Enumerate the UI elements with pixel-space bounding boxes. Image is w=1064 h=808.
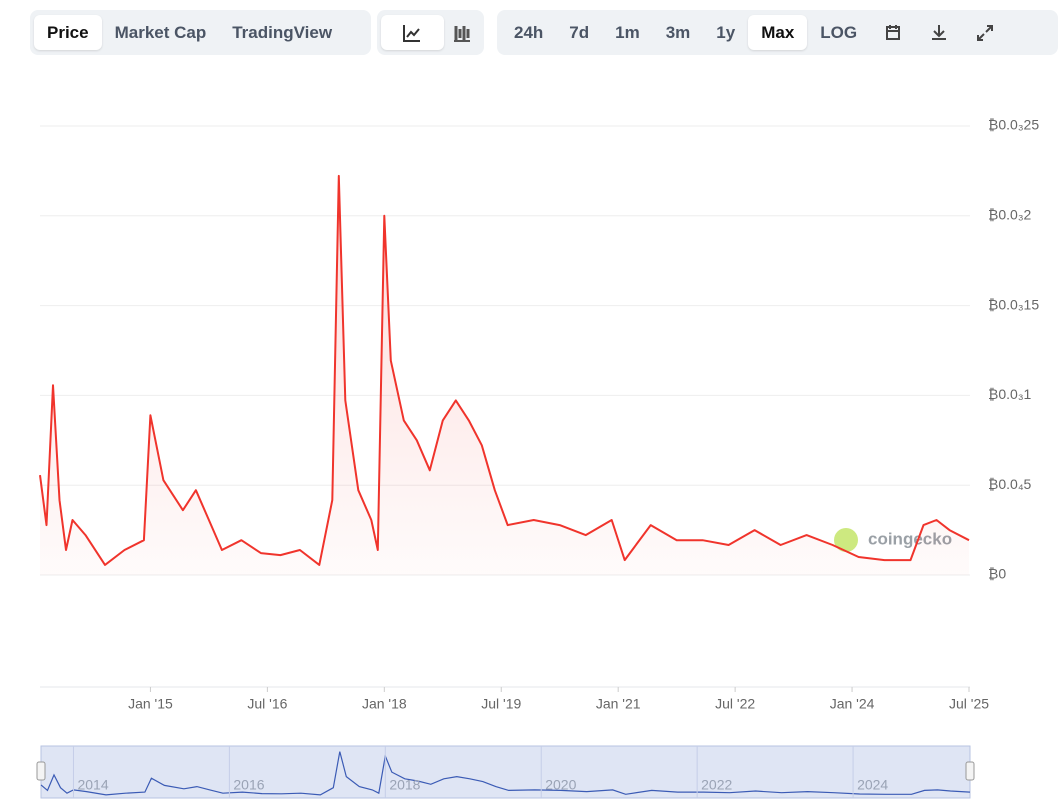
view-tabs: Price Market Cap TradingView xyxy=(30,10,371,55)
x-tick-label: Jul '22 xyxy=(715,696,755,712)
toolbar-icon[interactable] xyxy=(870,15,916,50)
x-tick-label: Jan '24 xyxy=(830,696,875,712)
navigator-label: 2020 xyxy=(545,777,576,793)
x-tick-label: Jan '15 xyxy=(128,696,173,712)
range-tab[interactable]: Max xyxy=(748,15,808,50)
range-tab[interactable]: 24h xyxy=(514,22,544,42)
navigator-label: 2016 xyxy=(233,777,264,793)
price-line xyxy=(39,174,970,566)
navigator xyxy=(40,745,971,799)
y-tick-label: ₿0.0₃25 xyxy=(988,117,1039,133)
watermark-logo xyxy=(834,528,858,552)
icon xyxy=(977,24,994,41)
view-tab[interactable]: TradingView xyxy=(232,22,333,42)
x-tick-label: Jul '19 xyxy=(481,696,521,712)
toolbar-icon[interactable] xyxy=(916,15,962,50)
navigator-label: 2022 xyxy=(701,777,732,793)
log-toggle[interactable]: LOG xyxy=(820,22,858,42)
line-icon xyxy=(403,24,421,42)
navigator-label: 2024 xyxy=(857,777,888,793)
range-tab[interactable]: 7d xyxy=(569,22,590,42)
navigator-handle[interactable] xyxy=(36,761,46,781)
x-tick-label: Jan '21 xyxy=(596,696,641,712)
candle-chart-button[interactable] xyxy=(444,15,481,50)
navigator-handle[interactable] xyxy=(965,761,975,781)
y-tick-label: ₿0 xyxy=(988,566,1006,582)
navigator-label: 2018 xyxy=(389,777,420,793)
toolbar-icon[interactable] xyxy=(962,15,1008,50)
icon xyxy=(932,24,947,40)
view-tab[interactable]: Market Cap xyxy=(114,22,207,42)
y-tick-label: ₿0.0₃1 xyxy=(988,386,1032,402)
line-chart-button[interactable] xyxy=(381,15,444,50)
range-tab[interactable]: 3m xyxy=(665,22,691,42)
y-tick-label: ₿0.0₃2 xyxy=(988,207,1032,223)
candle-icon xyxy=(453,25,470,42)
navigator-line xyxy=(40,751,971,796)
x-tick-label: Jul '16 xyxy=(247,696,287,712)
chart-type-tabs xyxy=(377,10,484,55)
icon xyxy=(886,24,901,40)
x-tick-label: Jan '18 xyxy=(362,696,407,712)
navigator-label: 2014 xyxy=(77,777,108,793)
range-tab[interactable]: 1m xyxy=(615,22,640,42)
y-tick-label: ₿0.0₃15 xyxy=(988,296,1039,312)
view-tab[interactable]: Price xyxy=(34,15,102,50)
y-tick-label: ₿0.0₄5 xyxy=(988,476,1032,492)
x-tick-label: Jul '25 xyxy=(949,696,989,712)
range-tabs: 24h 7d 1m 3m 1y Max LOG xyxy=(497,10,1058,55)
range-tab[interactable]: 1y xyxy=(716,22,736,42)
